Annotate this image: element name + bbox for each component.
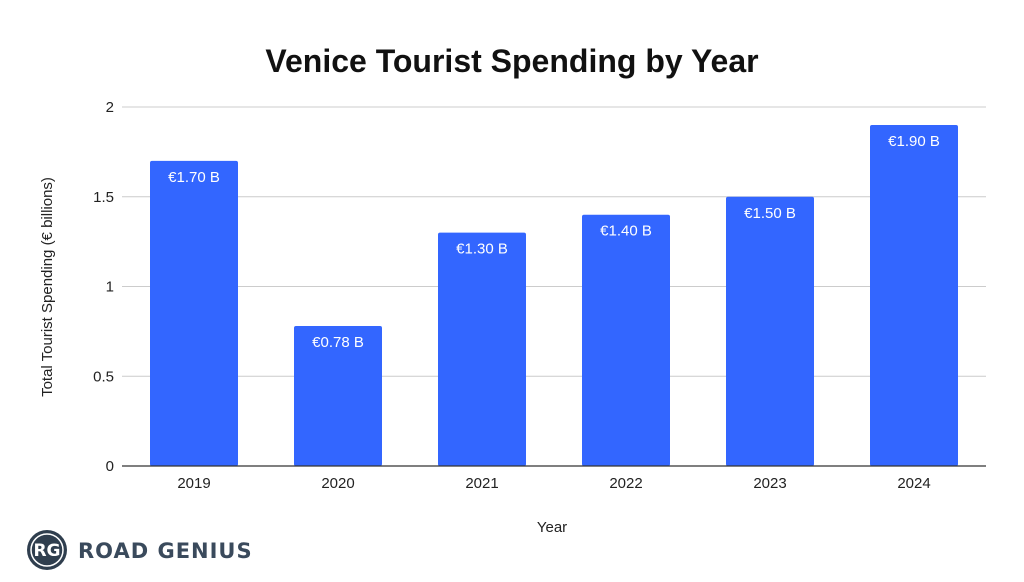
logo-wordmark: ROAD GENIUS <box>78 539 253 563</box>
x-tick-label: 2022 <box>609 475 642 492</box>
x-tick-label: 2024 <box>897 475 930 492</box>
x-axis-title: Year <box>537 519 567 536</box>
y-tick-label: 2 <box>106 99 114 116</box>
bar-2023 <box>726 196 814 466</box>
bars <box>150 124 958 466</box>
x-tick-label: 2023 <box>753 475 786 492</box>
bar-2019 <box>150 160 238 466</box>
y-axis-title: Total Tourist Spending (€ billions) <box>39 177 56 397</box>
x-axis-ticks: 2019 2020 2021 2022 2023 2024 <box>177 475 930 492</box>
chart-title: Venice Tourist Spending by Year <box>265 43 758 79</box>
bar-data-label: €1.40 B <box>600 223 652 240</box>
bar-data-label: €1.70 B <box>168 169 220 186</box>
y-tick-label: 1.5 <box>93 189 114 206</box>
bar-data-label: €1.50 B <box>744 205 796 222</box>
bar-data-label: €1.30 B <box>456 241 508 258</box>
x-tick-label: 2019 <box>177 475 210 492</box>
logo-monogram: RG <box>33 541 60 561</box>
bar-data-label: €0.78 B <box>312 334 364 351</box>
bar-data-labels: €1.70 B €0.78 B €1.30 B €1.40 B €1.50 B €1.90… <box>168 133 940 351</box>
logo-badge <box>27 530 67 570</box>
x-tick-label: 2020 <box>321 475 354 492</box>
y-tick-label: 1 <box>106 279 114 296</box>
bar-2020 <box>294 325 382 466</box>
road-genius-logo: RG ROAD GENIUS <box>27 530 253 570</box>
bar-2021 <box>438 232 526 466</box>
y-tick-label: 0.5 <box>93 368 114 385</box>
gridlines <box>122 106 986 377</box>
bar-data-label: €1.90 B <box>888 133 940 150</box>
x-tick-label: 2021 <box>465 475 498 492</box>
bar-2024 <box>870 124 958 466</box>
y-tick-label: 0 <box>106 458 114 475</box>
logo-badge-ring <box>30 533 64 567</box>
y-axis-ticks: 0 0.5 1 1.5 2 <box>93 99 114 475</box>
bar-2022 <box>582 214 670 466</box>
